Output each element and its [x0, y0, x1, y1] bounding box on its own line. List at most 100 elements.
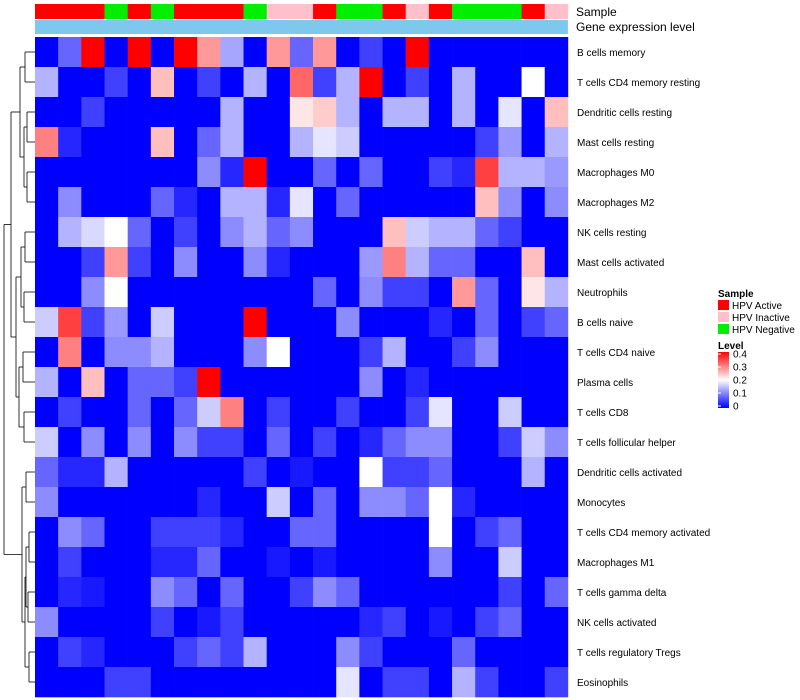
- heatmap-cell: [104, 337, 128, 368]
- heatmap-cell: [452, 637, 476, 668]
- heatmap-cell: [81, 97, 105, 128]
- heatmap-cell: [243, 217, 267, 248]
- heatmap-cell: [359, 427, 383, 458]
- heatmap-cell: [104, 397, 128, 428]
- heatmap-cell: [266, 337, 291, 368]
- level-tick-label: 0.3: [733, 363, 747, 374]
- heatmap-cell: [197, 277, 221, 308]
- heatmap-cell: [35, 217, 59, 248]
- heatmap-cell: [220, 667, 244, 698]
- heatmap-cell: [127, 217, 152, 248]
- heatmap-cell: [498, 127, 522, 158]
- heatmap-cell: [266, 547, 291, 578]
- heatmap-cell: [452, 577, 476, 608]
- heatmap-cell: [405, 307, 430, 338]
- heatmap-cell: [58, 457, 82, 488]
- heatmap-cell: [104, 67, 128, 98]
- heatmap-cell: [197, 517, 221, 548]
- heatmap-cell: [452, 187, 476, 218]
- heatmap-cell: [35, 67, 59, 98]
- heatmap-cell: [266, 457, 291, 488]
- heatmap-cell: [243, 607, 267, 638]
- heatmap-cell: [428, 37, 453, 68]
- heatmap-cell: [197, 547, 221, 578]
- heatmap-cell: [382, 607, 407, 638]
- heatmap-cell: [313, 367, 337, 398]
- heatmap-cell: [475, 97, 499, 128]
- heatmap-cell: [544, 487, 569, 518]
- heatmap-cell: [336, 457, 360, 488]
- heatmap-cell: [428, 637, 453, 668]
- heatmap-cell: [104, 97, 128, 128]
- heatmap-cell: [81, 67, 105, 98]
- heatmap-cell: [127, 637, 152, 668]
- row-label: Eosinophils: [577, 678, 628, 689]
- heatmap-cell: [58, 37, 82, 68]
- heatmap-cell: [313, 187, 337, 218]
- heatmap-cell: [521, 127, 546, 158]
- heatmap-cell: [35, 127, 59, 158]
- heatmap-cell: [289, 217, 314, 248]
- heatmap-cell: [150, 637, 175, 668]
- heatmap-cell: [498, 547, 522, 578]
- heatmap-cell: [359, 97, 383, 128]
- heatmap-cell: [243, 247, 267, 278]
- heatmap-cell: [104, 187, 128, 218]
- heatmap-cell: [336, 427, 360, 458]
- heatmap-cell: [359, 337, 383, 368]
- heatmap-cell: [498, 337, 522, 368]
- heatmap-cell: [359, 487, 383, 518]
- heatmap-cell: [428, 547, 453, 578]
- heatmap-cell: [289, 547, 314, 578]
- legend-level-ticks: 0.4 0.3 0.2 0.1 0: [718, 350, 747, 413]
- heatmap-cell: [336, 37, 360, 68]
- heatmap-cell: [498, 307, 522, 338]
- heatmap-cell: [313, 607, 337, 638]
- heatmap-cell: [220, 97, 244, 128]
- heatmap-cell: [428, 187, 453, 218]
- heatmap-cell: [104, 37, 128, 68]
- heatmap-cell: [127, 127, 152, 158]
- heatmap-cell: [58, 247, 82, 278]
- heatmap-cell: [336, 367, 360, 398]
- heatmap-cell: [104, 127, 128, 158]
- heatmap-cell: [521, 577, 546, 608]
- heatmap-cell: [289, 337, 314, 368]
- heatmap-cell: [359, 307, 383, 338]
- heatmap-cell: [220, 187, 244, 218]
- heatmap-cell: [544, 247, 569, 278]
- heatmap-cell: [428, 667, 453, 698]
- heatmap-cell: [452, 517, 476, 548]
- heatmap-cell: [266, 247, 291, 278]
- heatmap-cell: [243, 367, 267, 398]
- heatmap-cell: [150, 127, 175, 158]
- heatmap-cell: [197, 457, 221, 488]
- heatmap-cell: [243, 277, 267, 308]
- heatmap-cell: [35, 607, 59, 638]
- heatmap-cell: [521, 607, 546, 638]
- heatmap-cell: [498, 277, 522, 308]
- heatmap-cell: [336, 307, 360, 338]
- heatmap-cell: [452, 547, 476, 578]
- heatmap-cell: [127, 367, 152, 398]
- heatmap-cell: [81, 547, 105, 578]
- heatmap-cell: [359, 547, 383, 578]
- heatmap-cell: [243, 37, 267, 68]
- heatmap-cell: [521, 517, 546, 548]
- heatmap-cell: [336, 247, 360, 278]
- heatmap-cell: [475, 577, 499, 608]
- heatmap-cell: [475, 37, 499, 68]
- heatmap-cell: [498, 157, 522, 188]
- heatmap-cell: [220, 217, 244, 248]
- heatmap-cell: [475, 337, 499, 368]
- heatmap-cell: [452, 277, 476, 308]
- heatmap-cell: [58, 217, 82, 248]
- heatmap-cell: [475, 187, 499, 218]
- heatmap-cell: [197, 637, 221, 668]
- heatmap-cell: [220, 427, 244, 458]
- sample-annotation-cell: [498, 4, 522, 19]
- heatmap-cell: [475, 217, 499, 248]
- heatmap-cell: [150, 157, 175, 188]
- row-label: T cells regulatory Tregs: [577, 648, 681, 659]
- heatmap-cell: [359, 277, 383, 308]
